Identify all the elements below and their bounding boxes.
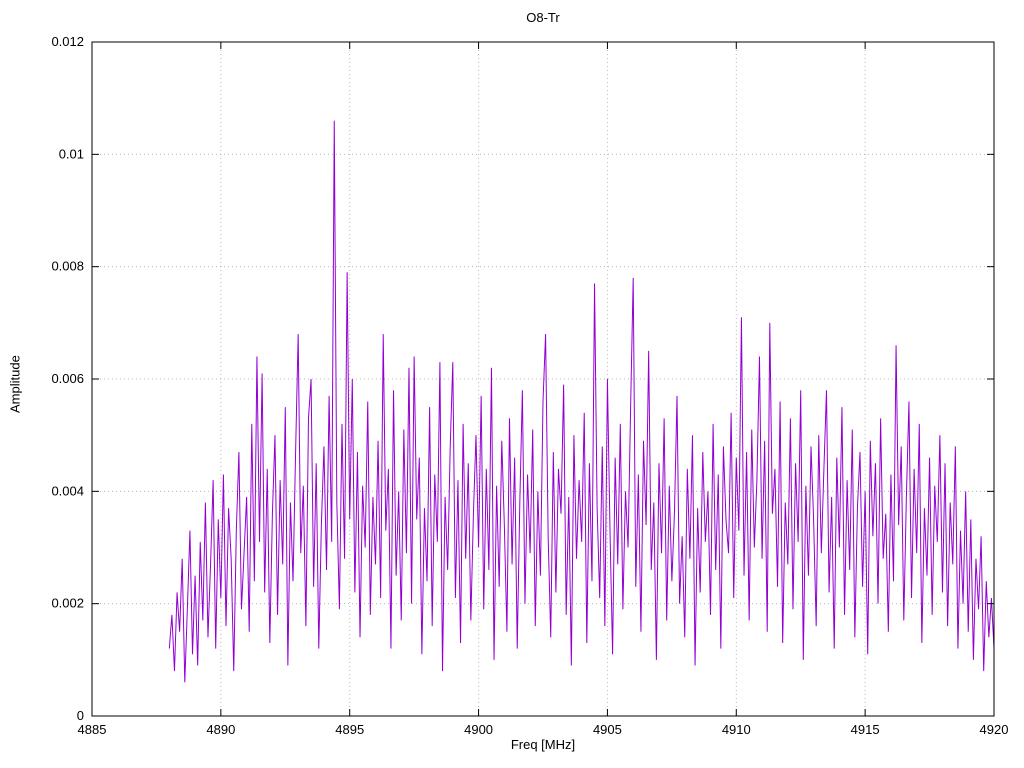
x-tick-label: 4920 — [980, 722, 1009, 737]
y-tick-label: 0.002 — [51, 596, 84, 611]
y-tick-label: 0 — [77, 708, 84, 723]
x-tick-label: 4895 — [335, 722, 364, 737]
y-tick-label: 0.012 — [51, 34, 84, 49]
x-tick-label: 4885 — [78, 722, 107, 737]
x-axis-label: Freq [MHz] — [510, 737, 576, 752]
series-line — [168, 120, 995, 683]
x-tick-label: 4910 — [722, 722, 751, 737]
y-tick-label: 0.01 — [59, 146, 84, 161]
y-tick-label: 0.004 — [51, 483, 84, 498]
chart-title: O8-Tr — [526, 10, 560, 25]
y-tick-label: 0.008 — [51, 259, 84, 274]
x-tick-label: 4915 — [851, 722, 880, 737]
y-tick-label: 0.006 — [51, 371, 84, 386]
x-tick-label: 4905 — [593, 722, 622, 737]
x-tick-label: 4890 — [206, 722, 235, 737]
plot-border — [91, 41, 995, 717]
x-tick-label: 4900 — [464, 722, 493, 737]
